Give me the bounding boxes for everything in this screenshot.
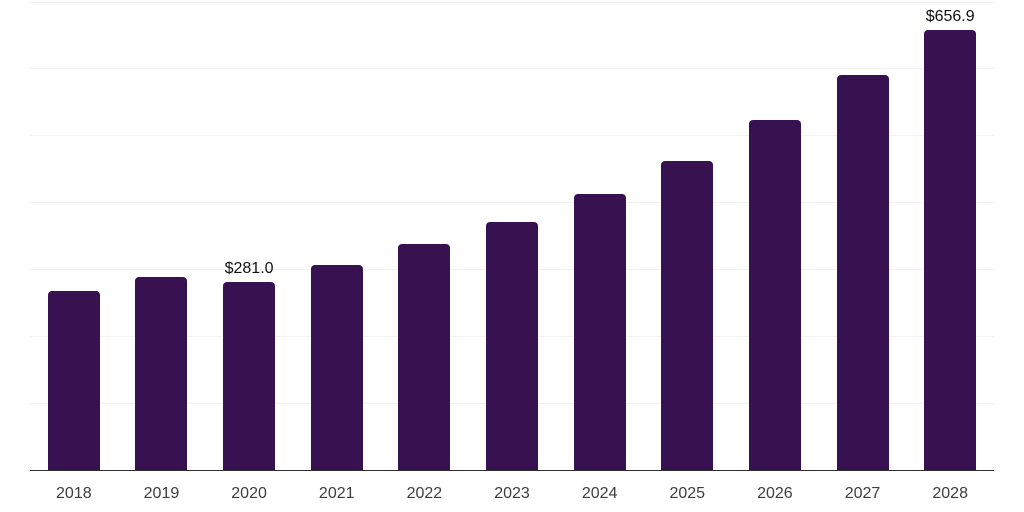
bar-value-label-2020: $281.0 — [224, 259, 274, 277]
x-tick-label-2025: 2025 — [669, 485, 706, 502]
bar-2025 — [661, 160, 714, 470]
x-tick-label-2024: 2024 — [581, 485, 618, 502]
bar-2022 — [398, 243, 451, 470]
x-tick-label-2020: 2020 — [231, 485, 267, 502]
gridline — [30, 202, 994, 204]
bar-2028 — [924, 30, 977, 470]
bar-2021 — [310, 265, 363, 470]
x-tick-label-2021: 2021 — [318, 485, 355, 502]
bar-2020 — [223, 281, 276, 470]
bar-2019 — [135, 276, 188, 470]
bar-value-label-2028: $656.9 — [925, 8, 975, 26]
x-tick-label-2028: 2028 — [932, 485, 968, 502]
x-tick-label-2023: 2023 — [494, 485, 530, 502]
x-tick-label-2027: 2027 — [844, 485, 881, 502]
gridline — [30, 68, 994, 70]
x-tick-label-2026: 2026 — [757, 485, 793, 502]
x-axis-line — [30, 469, 994, 471]
gridline — [30, 1, 994, 3]
x-tick-label-2019: 2019 — [143, 485, 180, 502]
bar-2023 — [486, 222, 538, 470]
x-tick-label-2022: 2022 — [406, 485, 443, 502]
bar-2024 — [573, 193, 626, 470]
gridline — [30, 135, 994, 137]
bar-2026 — [748, 119, 801, 470]
bar-2027 — [836, 74, 889, 470]
x-tick-label-2018: 2018 — [56, 485, 92, 502]
bar-2018 — [47, 290, 100, 470]
